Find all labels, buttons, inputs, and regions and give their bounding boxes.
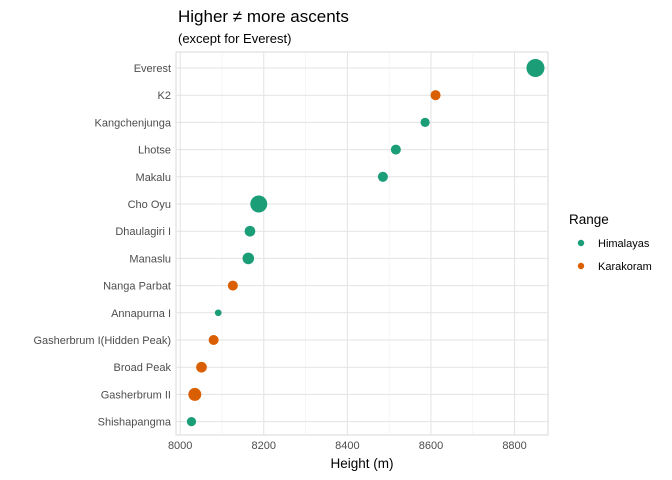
y-tick-label: Manaslu	[129, 253, 171, 265]
chart-subtitle: (except for Everest)	[178, 31, 291, 46]
data-point	[227, 280, 238, 291]
x-tick-label: 8600	[419, 440, 443, 452]
grid-lines	[176, 52, 548, 435]
legend-label: Karakoram	[598, 261, 652, 273]
y-tick-label: Lhotse	[138, 145, 171, 157]
data-point	[250, 195, 268, 213]
x-tick-label: 8400	[335, 440, 359, 452]
plot-panel	[175, 51, 549, 436]
legend-key	[577, 262, 585, 270]
y-tick-label: Gasherbrum II	[101, 389, 171, 401]
y-tick-label: Dhaulagiri I	[115, 226, 171, 238]
panel-border	[175, 51, 549, 436]
y-tick-label: K2	[158, 90, 171, 102]
data-point	[242, 252, 255, 265]
data-point	[214, 309, 222, 317]
x-tick-label: 8000	[168, 440, 192, 452]
data-point	[420, 117, 430, 128]
data-point	[208, 334, 219, 346]
y-tick-label: Annapurna I	[111, 308, 171, 320]
data-point	[244, 225, 256, 237]
data-point	[186, 416, 197, 427]
y-tick-label: Everest	[134, 63, 171, 75]
x-tick-label: 8200	[252, 440, 276, 452]
legend-title: Range	[569, 212, 609, 227]
y-tick-label: Makalu	[136, 172, 171, 184]
legend: Range Himalayas Karakoram	[569, 212, 652, 273]
legend-key	[577, 239, 585, 247]
x-axis-title: Height (m)	[330, 456, 393, 471]
y-tick-label: Shishapangma	[98, 417, 172, 429]
y-tick-label: Gasherbrum I(Hidden Peak)	[33, 335, 171, 347]
data-point	[430, 90, 441, 101]
chart-title: Higher ≠ more ascents	[178, 7, 349, 26]
y-tick-label: Kangchenjunga	[95, 117, 172, 129]
x-tick-label: 8800	[502, 440, 526, 452]
data-point	[526, 59, 545, 77]
y-tick-label: Nanga Parbat	[103, 281, 171, 293]
x-axis: 8000 8200 8400 8600 8800	[168, 440, 527, 452]
legend-label: Himalayas	[598, 238, 650, 250]
data-point	[196, 361, 207, 373]
data-point	[390, 144, 401, 155]
data-points	[186, 59, 545, 427]
data-point	[188, 387, 202, 401]
data-point	[377, 171, 388, 182]
y-tick-label: Broad Peak	[114, 362, 172, 374]
y-axis: Everest K2 Kangchenjunga Lhotse Makalu Cho Oy…	[33, 63, 171, 429]
y-tick-label: Cho Oyu	[128, 199, 171, 211]
